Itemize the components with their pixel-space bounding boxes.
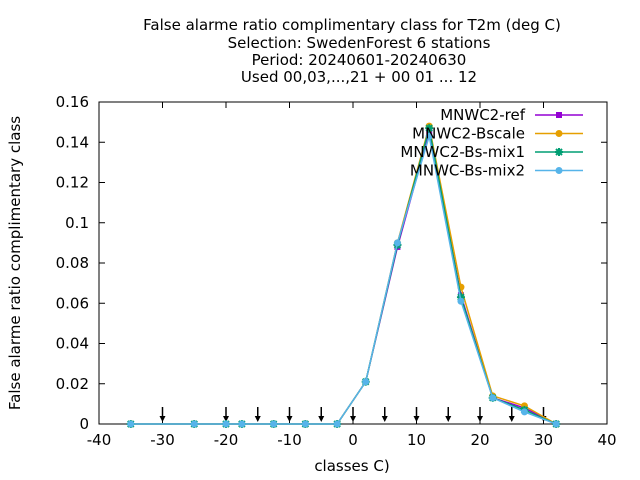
legend-label: MNWC2-Bscale <box>412 125 525 143</box>
x-tick-label: 20 <box>470 431 489 449</box>
legend-entry: MNWC-Bs-mix2 <box>410 162 583 180</box>
arrow-marker <box>413 407 420 422</box>
x-tick-label: 0 <box>348 431 358 449</box>
arrow-marker <box>286 407 293 422</box>
data-point <box>552 420 560 428</box>
plot-frame <box>98 101 608 425</box>
legend-label: MNWC2-ref <box>440 106 525 124</box>
x-tick-label: -30 <box>150 431 175 449</box>
data-point <box>270 420 278 428</box>
y-tick-label: 0 <box>79 415 89 433</box>
y-tick-label: 0.1 <box>65 214 89 232</box>
title-line-4: Used 00,03,...,21 + 00 01 ... 12 <box>241 68 477 86</box>
arrow-marker <box>350 407 356 422</box>
arrow-marker <box>445 407 452 422</box>
legend-marker <box>555 148 563 156</box>
arrow-marker <box>254 407 261 422</box>
y-tick-label: 0.14 <box>56 133 89 151</box>
legend-label: MNWC2-Bs-mix1 <box>400 143 525 161</box>
x-tick-label: 10 <box>407 431 426 449</box>
legend-entry: MNWC2-Bs-mix1 <box>400 143 583 161</box>
data-point <box>489 394 497 402</box>
arrow-markers <box>159 407 547 422</box>
title-line-2: Selection: SwedenForest 6 stations <box>228 34 491 52</box>
y-tick-label: 0.06 <box>56 294 89 312</box>
x-tick-label: -40 <box>87 431 112 449</box>
y-tick-label: 0.12 <box>56 174 89 192</box>
y-axis: 0 0.02 0.04 0.06 0.08 0.1 0.12 0.14 0.16 <box>56 93 607 433</box>
x-axis-label: classes C) <box>314 457 389 475</box>
x-tick-label: -20 <box>214 431 239 449</box>
arrow-marker <box>318 407 325 422</box>
data-point <box>393 239 401 247</box>
data-point <box>333 420 341 428</box>
legend-entry: MNWC2-ref <box>440 106 583 124</box>
y-axis-label: False alarme ratio complimentary class <box>6 116 24 410</box>
data-point <box>425 124 434 133</box>
x-axis: -40 -30 -20 -10 0 10 20 30 40 <box>87 102 617 449</box>
legend-marker <box>556 112 562 118</box>
data-point <box>127 420 135 428</box>
series-group <box>126 122 561 428</box>
y-tick-label: 0.16 <box>56 93 89 111</box>
x-tick-label: 40 <box>597 431 616 449</box>
legend-label: MNWC-Bs-mix2 <box>410 162 525 180</box>
y-tick-label: 0.02 <box>56 375 89 393</box>
legend: MNWC2-refMNWC2-BscaleMNWC2-Bs-mix1MNWC-B… <box>400 106 583 180</box>
data-point <box>222 420 230 428</box>
data-point <box>238 420 246 428</box>
data-point <box>520 408 528 416</box>
legend-marker <box>555 130 563 137</box>
data-point <box>457 297 465 305</box>
arrow-marker <box>223 407 229 422</box>
y-tick-label: 0.04 <box>56 335 89 353</box>
x-tick-label: -10 <box>277 431 302 449</box>
title-line-3: Period: 20240601-20240630 <box>252 51 467 69</box>
x-tick-label: 30 <box>534 431 553 449</box>
arrow-marker <box>381 407 388 422</box>
data-point <box>301 420 309 428</box>
series-3 <box>127 132 560 428</box>
data-point <box>362 378 370 386</box>
arrow-marker <box>508 407 515 422</box>
legend-entry: MNWC2-Bscale <box>412 125 583 143</box>
data-point <box>425 132 433 140</box>
arrow-marker <box>477 407 483 422</box>
chart-title: False alarme ratio complimentary class f… <box>143 16 561 86</box>
y-tick-label: 0.08 <box>56 254 89 272</box>
title-line-1: False alarme ratio complimentary class f… <box>143 16 561 34</box>
legend-marker <box>555 167 563 174</box>
arrow-marker <box>159 407 166 422</box>
data-point <box>190 420 198 428</box>
